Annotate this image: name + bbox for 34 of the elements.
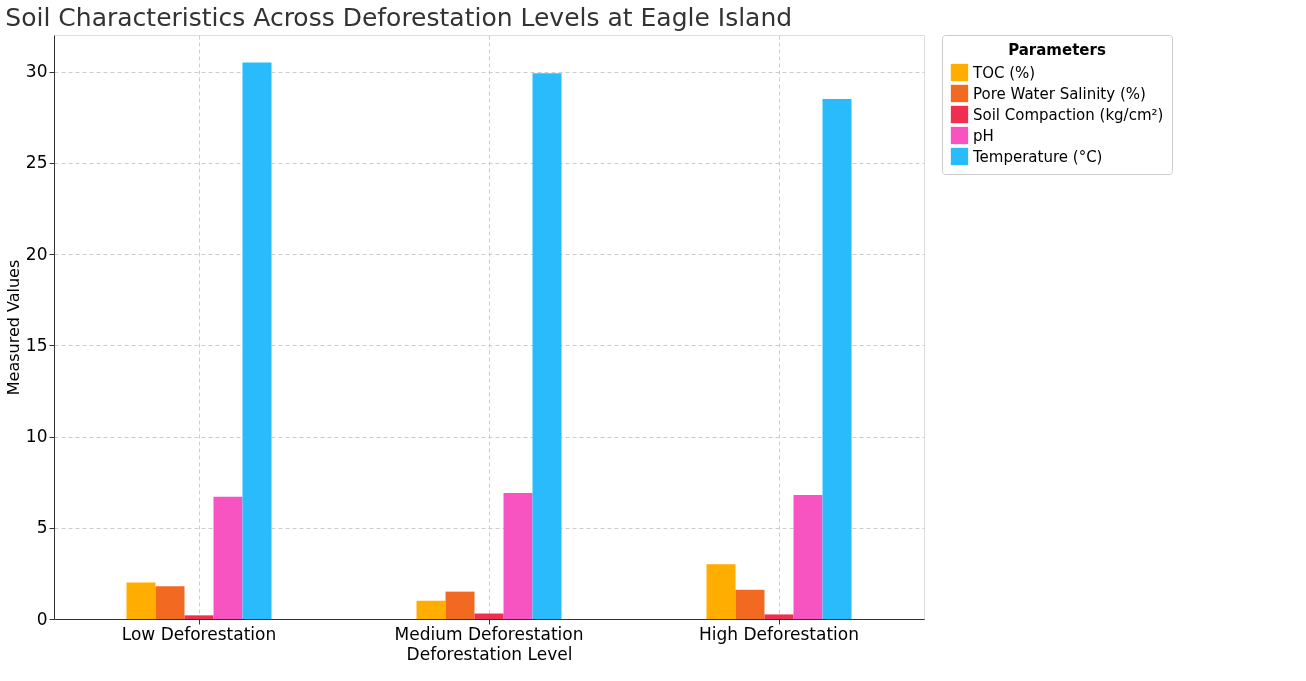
- x-tick-label: Low Deforestation: [121, 623, 277, 644]
- bar: [416, 600, 446, 619]
- bar: [793, 494, 823, 619]
- x-tick-label: Medium Deforestation: [394, 623, 584, 644]
- legend-label: pH: [973, 126, 994, 145]
- bar: [706, 564, 736, 619]
- bar: [532, 73, 562, 619]
- legend-title: Parameters: [1008, 41, 1106, 59]
- legend-label: Temperature (°C): [972, 147, 1103, 166]
- y-tick-label: 15: [25, 334, 48, 355]
- bar: [213, 496, 243, 619]
- bar: [822, 98, 852, 619]
- y-tick-label: 10: [25, 426, 48, 446]
- bar: [445, 591, 475, 619]
- legend-label: Pore Water Salinity (%): [973, 84, 1146, 103]
- y-tick-label: 5: [36, 517, 48, 538]
- bar: [184, 615, 214, 619]
- y-tick-label: 30: [25, 61, 48, 81]
- legend-label: Soil Compaction (kg/cm²): [973, 105, 1164, 124]
- bar: [503, 493, 533, 619]
- bar: [242, 62, 272, 619]
- y-tick-label: 20: [25, 243, 48, 264]
- x-tick-label: High Deforestation: [699, 623, 859, 644]
- chart-title: Soil Characteristics Across Deforestation Levels at Eagle Island: [5, 2, 793, 32]
- bar: [764, 614, 794, 619]
- bar: [735, 589, 765, 619]
- y-tick-label: 25: [25, 152, 48, 173]
- x-axis-title: Deforestation Level: [406, 643, 573, 664]
- bar: [155, 586, 185, 619]
- bar: [474, 613, 504, 619]
- y-axis-title: Measured Values: [3, 259, 23, 396]
- y-tick-label: 0: [36, 608, 48, 629]
- bar: [126, 582, 156, 619]
- legend-label: TOC (%): [972, 63, 1036, 82]
